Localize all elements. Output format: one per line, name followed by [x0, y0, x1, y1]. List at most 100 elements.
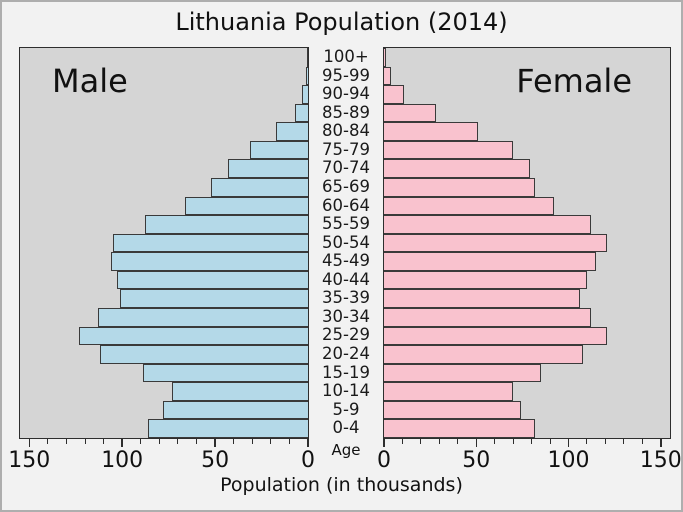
bar-male-55-59 [144, 215, 308, 234]
female-x-axis-tick-labels: 0 50 100 150 [377, 448, 681, 474]
female-x-axis-ticks [383, 439, 671, 448]
tick-label-male-100: 100 [101, 448, 144, 473]
tick-label-female-50: 50 [462, 448, 491, 473]
age-group-label-90-94: 90-94 [322, 84, 370, 104]
minor-tick-male-90 [140, 439, 142, 444]
minor-tick-male-20 [270, 439, 272, 444]
minor-tick-female-130 [623, 439, 625, 444]
male-plot-panel [19, 47, 309, 439]
age-group-label-65-69: 65-69 [322, 176, 370, 196]
tick-label-female-150: 150 [639, 448, 682, 473]
bar-male-5-9 [163, 400, 308, 420]
bar-male-100+ [307, 48, 308, 67]
male-x-axis-ticks [19, 439, 309, 448]
bar-female-75-79 [384, 140, 514, 160]
bar-male-40-44 [116, 270, 308, 290]
bar-female-90-94 [384, 85, 405, 104]
bar-female-5-9 [384, 400, 521, 420]
age-group-label-95-99: 95-99 [322, 65, 370, 85]
age-group-axis: 100+ 95-99 90-94 85-89 80-84 75-79 70-74 65-69 6… [309, 47, 383, 438]
minor-tick-male-70 [177, 439, 179, 444]
tick-label-male-150: 150 [8, 448, 51, 473]
bar-female-25-29 [384, 326, 608, 346]
age-group-label-70-74: 70-74 [322, 158, 370, 178]
bar-female-55-59 [384, 215, 591, 234]
minor-tick-female-120 [604, 439, 606, 444]
bar-male-25-29 [79, 326, 308, 346]
bar-female-10-14 [384, 382, 514, 401]
chart-title: Lithuania Population (2014) [175, 8, 508, 36]
female-series-label: Female [516, 62, 632, 100]
bar-male-50-54 [112, 233, 308, 253]
female-plot-panel [383, 47, 671, 439]
bar-female-0-4 [384, 419, 536, 438]
age-group-label-20-24: 20-24 [322, 344, 370, 363]
age-group-label-5-9: 5-9 [332, 399, 360, 419]
bar-male-80-84 [276, 122, 308, 141]
age-group-label-30-34: 30-34 [322, 306, 370, 326]
age-group-label-0-4: 0-4 [332, 418, 360, 438]
bar-male-35-39 [120, 289, 308, 308]
minor-tick-female-70 [512, 439, 514, 444]
bar-female-70-74 [384, 159, 530, 178]
age-group-label-75-79: 75-79 [322, 139, 370, 159]
major-tick-male-50 [214, 439, 216, 447]
age-group-label-55-59: 55-59 [322, 214, 370, 234]
male-x-axis-tick-labels: 0 50 100 150 [8, 448, 315, 474]
x-axis-label: Population (in thousands) [220, 474, 463, 496]
male-series-label: Male [52, 62, 128, 100]
bar-female-30-34 [384, 308, 591, 327]
bar-male-20-24 [99, 345, 308, 364]
bar-female-35-39 [384, 289, 580, 308]
bar-male-15-19 [142, 363, 308, 383]
minor-tick-female-40 [457, 439, 459, 444]
minor-tick-male-140 [47, 439, 49, 444]
age-group-label-40-44: 40-44 [322, 269, 370, 289]
minor-tick-female-90 [549, 439, 551, 444]
minor-tick-male-110 [103, 439, 105, 444]
minor-tick-male-30 [251, 439, 253, 444]
bar-male-65-69 [211, 178, 308, 197]
age-axis-label: Age [331, 441, 361, 459]
bar-female-50-54 [384, 233, 608, 253]
age-group-label-60-64: 60-64 [322, 195, 370, 215]
bar-female-100+ [384, 48, 386, 67]
bar-male-45-49 [111, 252, 308, 271]
bar-female-65-69 [384, 178, 536, 197]
major-tick-female-50 [475, 439, 477, 447]
major-tick-male-150 [28, 439, 31, 447]
minor-tick-female-110 [586, 439, 588, 444]
major-tick-male-100 [121, 439, 123, 447]
bar-male-85-89 [295, 103, 308, 123]
bar-male-95-99 [306, 66, 308, 86]
bar-male-75-79 [250, 140, 308, 160]
minor-tick-male-130 [65, 439, 67, 444]
minor-tick-female-140 [641, 439, 643, 444]
minor-tick-female-60 [494, 439, 496, 444]
bar-male-60-64 [185, 196, 308, 216]
age-group-label-85-89: 85-89 [322, 102, 370, 122]
bar-male-70-74 [228, 159, 308, 178]
age-group-label-25-29: 25-29 [322, 325, 370, 345]
minor-tick-male-40 [233, 439, 235, 444]
minor-tick-female-10 [401, 439, 403, 444]
major-tick-male-0 [307, 439, 309, 447]
bar-female-15-19 [384, 363, 541, 383]
bar-female-60-64 [384, 196, 554, 216]
bar-male-90-94 [302, 85, 308, 104]
age-group-label-100+: 100+ [323, 47, 369, 66]
major-tick-female-0 [383, 439, 385, 447]
bar-female-80-84 [384, 122, 479, 141]
age-group-label-35-39: 35-39 [322, 288, 370, 308]
major-tick-female-150 [660, 439, 662, 447]
tick-label-female-100: 100 [547, 448, 590, 473]
bar-female-40-44 [384, 270, 587, 290]
bar-male-0-4 [148, 419, 308, 438]
age-group-label-10-14: 10-14 [322, 381, 370, 401]
tick-label-female-0: 0 [377, 448, 391, 473]
bar-male-10-14 [172, 382, 308, 401]
minor-tick-male-60 [196, 439, 198, 444]
bar-female-95-99 [384, 66, 392, 86]
minor-tick-female-20 [420, 439, 422, 444]
